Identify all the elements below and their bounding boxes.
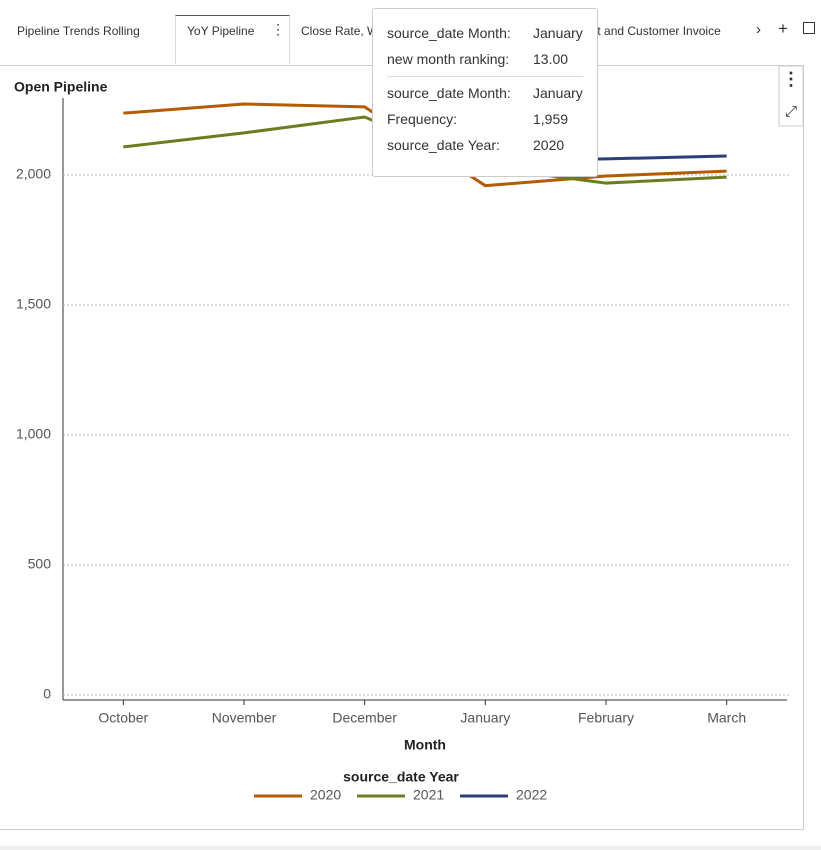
key: Frequency: [387, 111, 457, 127]
tooltip-row: new month ranking:13.00 [387, 51, 509, 67]
tooltip-row: Frequency:1,959 [387, 111, 457, 127]
value: 13.00 [533, 51, 568, 67]
divider [387, 76, 583, 77]
key: new month ranking: [387, 51, 509, 67]
x-axis-title: Month [404, 737, 446, 753]
y-tick-label: 0 [43, 686, 51, 702]
y-tick-label: 2,000 [16, 166, 51, 182]
more-menu[interactable]: ⋮ [782, 69, 800, 89]
x-tick-label: March [707, 710, 746, 726]
maximize[interactable]: ⤢ [785, 103, 798, 120]
value: 1,959 [533, 111, 568, 127]
legend-label: 2021 [413, 787, 444, 803]
x-tick-label: November [212, 710, 277, 726]
y-tick-label: 1,500 [16, 296, 51, 312]
value: January [533, 85, 583, 101]
key: source_date Month: [387, 25, 511, 41]
footer-bar [0, 846, 821, 850]
tooltip-row: source_date Month:January [387, 25, 511, 41]
legend-title: source_date Year [343, 769, 459, 785]
key: source_date Month: [387, 85, 511, 101]
tooltip-row: source_date Month:January [387, 85, 511, 101]
chart-title: Open Pipeline [14, 79, 108, 95]
legend-label: 2020 [310, 787, 341, 803]
tooltip: source_date Month:January new month rank… [372, 8, 598, 177]
tooltip-row: source_date Year:2020 [387, 137, 500, 153]
value: January [533, 25, 583, 41]
y-tick-label: 1,000 [16, 426, 51, 442]
y-tick-label: 500 [28, 556, 52, 572]
x-tick-label: December [332, 710, 397, 726]
x-tick-label: October [98, 710, 148, 726]
key: source_date Year: [387, 137, 500, 153]
value: 2020 [533, 137, 564, 153]
x-tick-label: January [460, 710, 510, 726]
legend-label: 2022 [516, 787, 547, 803]
x-tick-label: February [578, 710, 634, 726]
